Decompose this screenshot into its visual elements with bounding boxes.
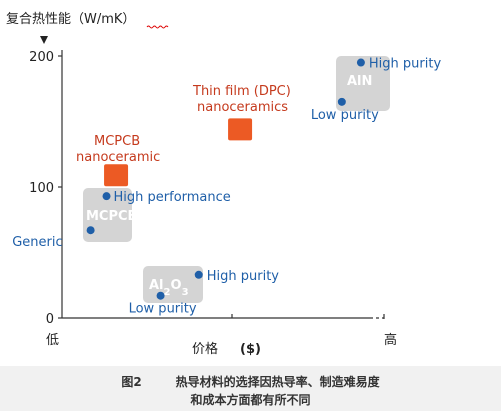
mcpcb-box <box>83 188 132 242</box>
data-marks <box>86 58 365 300</box>
data-point <box>102 192 111 201</box>
y-tick-label: 200 <box>29 50 54 65</box>
data-point <box>86 226 95 235</box>
point-label: Low purity <box>311 108 379 123</box>
data-point <box>194 270 203 279</box>
mcpcb-nanoceramic-title-2: nanoceramic <box>76 150 160 165</box>
point-label: High purity <box>369 57 442 72</box>
x-axis-unit: ($) <box>240 342 261 357</box>
spellcheck-underline <box>146 25 169 29</box>
figure-caption: 图2 热导材料的选择因热导率、制造难易度 和成本方面都有所不同 <box>0 366 501 411</box>
aln-box <box>336 56 390 111</box>
axes: 复合热性能（W/mK） 0 100 200 低 高价格 ($) <box>6 12 397 357</box>
data-point <box>337 97 346 106</box>
mcpcb-nanoceramic-marker <box>104 164 129 187</box>
y-axis-arrow <box>40 36 48 44</box>
al2o3-box-label: Al2O3 <box>149 278 189 298</box>
x-axis-label: 价格 <box>192 341 218 357</box>
thin-film-title-2: nanoceramics <box>197 100 288 115</box>
data-point <box>156 291 165 300</box>
y-tick-label: 100 <box>29 181 54 196</box>
figure-number: 图2 <box>121 375 142 389</box>
mcpcb-box-label: MCPCB <box>86 209 137 224</box>
caption-line-1: 热导材料的选择因热导率、制造难易度 <box>175 375 380 389</box>
point-label: High purity <box>207 269 280 284</box>
mcpcb-nanoceramic-title-1: MCPCB <box>94 134 140 149</box>
y-axis-label: 复合热性能（W/mK） <box>6 12 135 27</box>
x-low-label: 低 <box>46 333 59 348</box>
thin-film-title-1: Thin film (DPC) <box>192 84 291 99</box>
aln-box-label: AlN <box>347 74 372 89</box>
point-label: High performance <box>114 190 231 205</box>
x-high-label: 高 <box>384 332 397 348</box>
thin-film-dpc-marker <box>228 118 253 141</box>
point-label: Low purity <box>129 302 197 317</box>
data-point <box>356 58 365 67</box>
y-tick-label: 0 <box>46 312 54 327</box>
point-label: Generic <box>12 235 62 250</box>
caption-line-2: 和成本方面都有所不同 <box>190 393 311 407</box>
